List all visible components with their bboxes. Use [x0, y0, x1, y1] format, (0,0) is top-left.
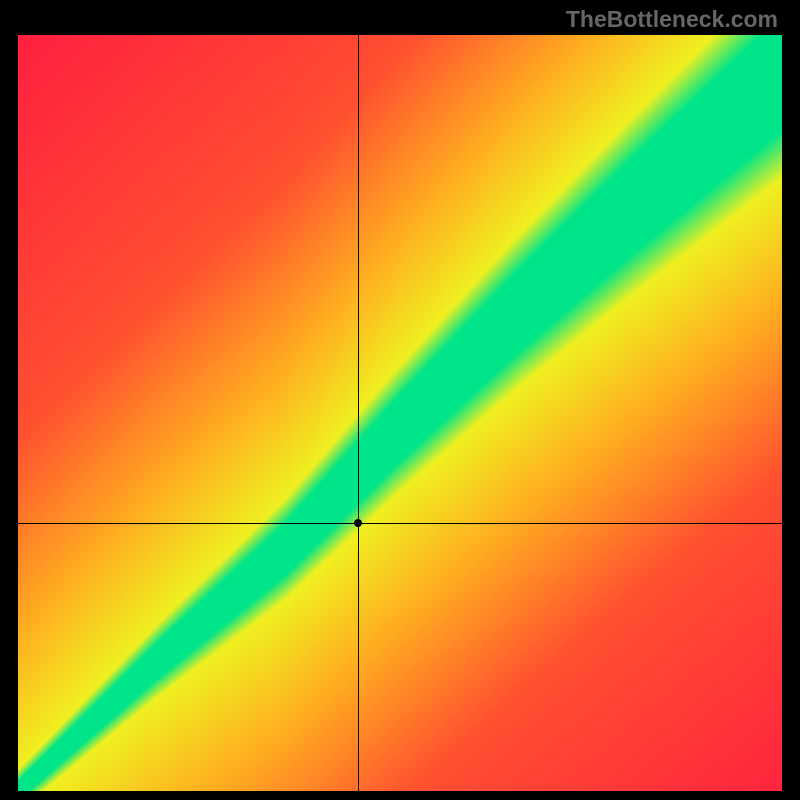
crosshair-horizontal — [18, 523, 782, 524]
crosshair-marker — [354, 519, 362, 527]
crosshair-vertical — [358, 35, 359, 791]
heatmap-canvas — [18, 35, 782, 791]
watermark-text: TheBottleneck.com — [566, 6, 778, 33]
heatmap-chart — [18, 35, 782, 791]
